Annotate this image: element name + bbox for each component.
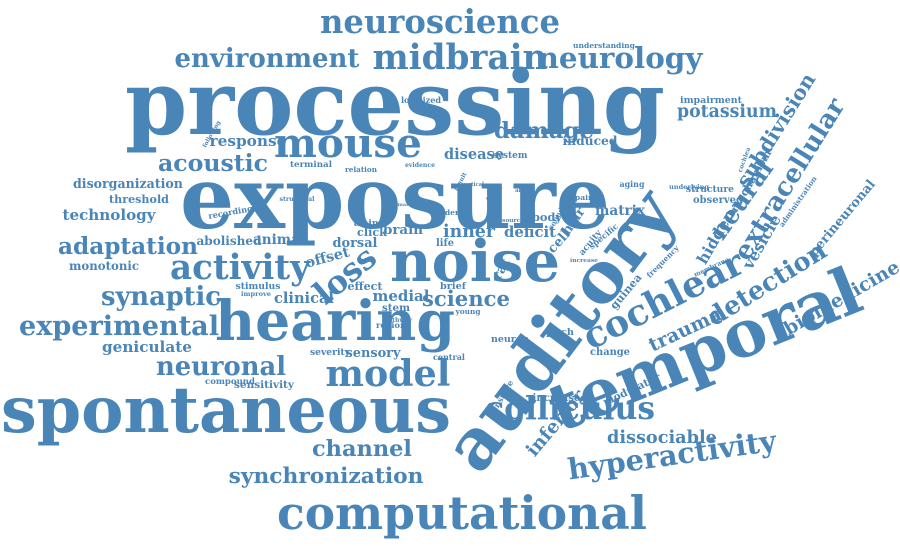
word-experimental: experimental: [19, 310, 219, 342]
word-evidence: evidence: [405, 161, 435, 169]
word-compound: compound: [205, 376, 255, 387]
word-monotonic: monotonic: [69, 259, 139, 274]
word-activity: activity: [170, 247, 310, 288]
word-dorsal: dorsal: [332, 235, 378, 251]
word-neuron: neuron: [491, 334, 529, 346]
word-adaptation: adaptation: [58, 233, 198, 261]
word-neuronal: neuronal: [156, 352, 286, 383]
word-effect: effect: [347, 279, 383, 293]
word-medial: medial: [372, 286, 430, 305]
word-life: life: [436, 238, 454, 250]
word-increased: increased: [532, 391, 588, 404]
word-perineuronal: perineuronal: [805, 176, 879, 260]
word-technology: technology: [62, 206, 156, 225]
word-normal: normal: [388, 201, 409, 208]
word-neuroscience: neuroscience: [320, 2, 560, 41]
word-potassium: potassium: [677, 102, 777, 123]
word-brief: brief: [440, 281, 466, 293]
word-deficit: deficit: [504, 223, 556, 241]
word-underlying: underlying: [669, 182, 710, 191]
word-mouse: mouse: [274, 118, 422, 167]
word-improve: improve: [241, 289, 271, 298]
word-central: central: [433, 352, 465, 362]
word-source: source: [502, 217, 524, 224]
word-dissociable: dissociable: [607, 427, 717, 449]
word-system: system: [492, 149, 528, 161]
word-neurology: neurology: [537, 40, 703, 76]
word-body: body: [532, 210, 562, 225]
word-animal: animal: [253, 232, 305, 249]
word-region: region: [376, 319, 406, 330]
word-ability: ability: [515, 188, 535, 195]
word-colliculus: colliculus: [485, 391, 656, 428]
word-pitch: pitch: [546, 327, 574, 339]
word-model: model: [325, 351, 451, 395]
word-click: click: [357, 225, 387, 240]
word-impair: impair: [564, 193, 592, 203]
word-environment: environment: [174, 44, 360, 74]
word-midbrain: midbrain: [372, 37, 548, 78]
word-synaptic: synaptic: [101, 282, 221, 313]
word-impairment: impairment: [680, 95, 742, 107]
word-induced: induced: [562, 132, 618, 148]
word-computational: computational: [277, 486, 647, 541]
word-threshold: threshold: [109, 193, 169, 207]
word-understanding: understanding: [573, 41, 635, 51]
word-stem: stem: [382, 301, 410, 314]
word-older: older: [437, 208, 459, 218]
word-vertical: vertical: [462, 182, 484, 189]
word-processing: processing: [125, 49, 665, 155]
word-disease: disease: [444, 145, 504, 163]
word-change: change: [590, 347, 630, 359]
word-noise: noise: [390, 228, 560, 296]
word-disorganization: disorganization: [73, 175, 183, 191]
word-matrix: matrix: [595, 203, 645, 220]
word-abolished: abolished: [196, 234, 262, 248]
word-inner: inner: [443, 222, 495, 243]
word-exposure: exposure: [180, 149, 610, 250]
word-stimulus: stimulus: [235, 281, 281, 293]
word-spontaneous: spontaneous: [1, 372, 451, 448]
word-sensory: sensory: [345, 345, 401, 361]
word-aging: aging: [619, 180, 645, 189]
word-pathway: pathway: [384, 317, 412, 324]
word-clinical: clinical: [274, 289, 334, 307]
word-science: science: [422, 286, 510, 312]
word-synchronization: synchronization: [228, 464, 424, 490]
word-increase: increase: [570, 257, 598, 264]
word-acoustic: acoustic: [158, 149, 268, 178]
word-train: train: [353, 218, 379, 230]
word-response: response: [209, 132, 287, 151]
word-localized: localized: [401, 95, 441, 105]
word-structure: structure: [686, 184, 734, 196]
word-relation: relation: [345, 165, 377, 175]
word-severity: severity: [310, 347, 350, 359]
word-geniculate: geniculate: [102, 338, 192, 357]
word-structural: structural: [279, 195, 315, 203]
word-observed: observed: [693, 195, 743, 206]
word-brain: brain: [383, 222, 423, 239]
word-damage: damage: [494, 117, 594, 144]
word-sensitivity: sensitivity: [234, 378, 295, 391]
word-terminal: terminal: [290, 159, 333, 170]
word-young: young: [455, 307, 481, 317]
word-hearing: hearing: [215, 289, 455, 355]
word-channel: channel: [312, 435, 412, 462]
